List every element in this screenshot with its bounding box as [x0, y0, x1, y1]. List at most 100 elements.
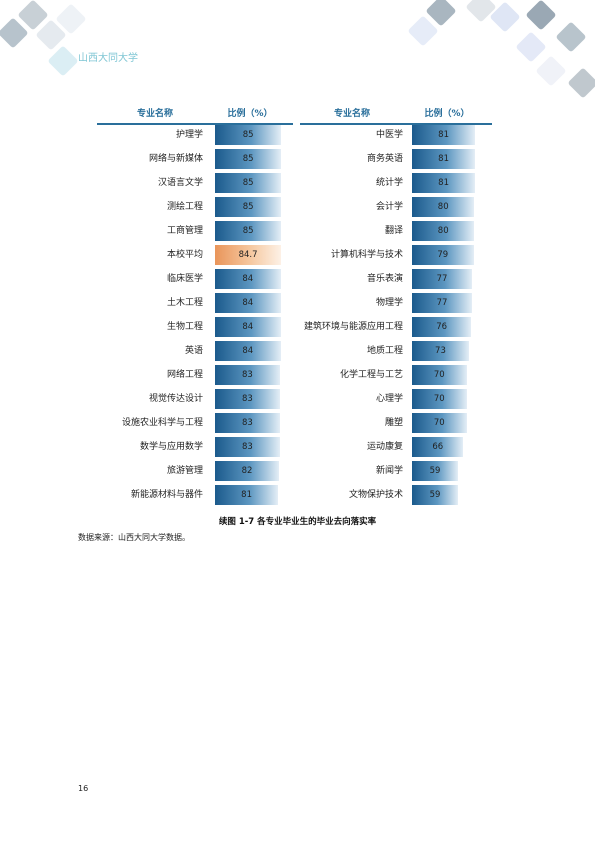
caption: 续图 1-7 各专业毕业生的毕业去向落实率 — [218, 517, 377, 527]
bar-label: 85 — [242, 202, 254, 212]
decor — [47, 45, 79, 77]
row-name-text: 心理学 — [375, 393, 403, 404]
bar-label: 84 — [242, 298, 254, 308]
row-name-text: 商务英语 — [366, 153, 403, 164]
row-name: 会计学 — [300, 197, 403, 217]
bar: 80 — [412, 197, 475, 217]
bar: 83 — [215, 365, 280, 385]
row-name-text: 本校平均 — [166, 249, 203, 260]
source: 数据来源：山西大同大学数据。 — [78, 533, 190, 542]
row-name: 中医学 — [300, 125, 403, 145]
bar: 77 — [412, 293, 473, 313]
row-name: 翻译 — [300, 221, 403, 241]
row-name: 建筑环境与能源应用工程 — [300, 317, 403, 337]
decor — [515, 31, 547, 63]
row-name: 网络与新媒体 — [100, 149, 203, 169]
bar: 85 — [215, 149, 282, 169]
row-name-text: 网络工程 — [166, 369, 203, 380]
row-name: 计算机科学与技术 — [300, 245, 403, 265]
decor — [555, 21, 587, 53]
col-header: 专业名称 — [333, 109, 370, 119]
row-name: 土木工程 — [100, 293, 203, 313]
bar: 83 — [215, 389, 280, 409]
row-name-text: 护理学 — [175, 129, 203, 140]
row-name: 地质工程 — [300, 341, 403, 361]
bar: 85 — [215, 221, 282, 241]
bar: 66 — [412, 437, 464, 457]
bar-label: 84 — [242, 322, 254, 332]
row-name-text: 运动康复 — [366, 441, 403, 452]
bar-label: 84 — [242, 346, 254, 356]
row-name: 网络工程 — [100, 365, 203, 385]
bar: 81 — [412, 149, 476, 169]
row-name-text: 建筑环境与能源应用工程 — [303, 321, 403, 332]
bar: 82 — [215, 461, 279, 481]
row-name: 本校平均 — [100, 245, 203, 265]
header-rule — [300, 123, 492, 125]
decor — [525, 0, 557, 31]
bar: 70 — [412, 365, 467, 385]
row-name: 物理学 — [300, 293, 403, 313]
bar-label: 85 — [242, 154, 254, 164]
bar-label: 66 — [432, 442, 444, 452]
row-name: 运动康复 — [300, 437, 403, 457]
bar: 84 — [215, 293, 281, 313]
bar-label: 81 — [241, 490, 252, 500]
bar: 85 — [215, 197, 282, 217]
bar-label: 80 — [437, 202, 449, 212]
bar-label: 85 — [242, 178, 254, 188]
row-name: 心理学 — [300, 389, 403, 409]
school-name: 山西大同大学 — [78, 53, 138, 64]
bar-label: 76 — [436, 322, 448, 332]
row-name-text: 雕塑 — [384, 417, 403, 428]
row-name-text: 旅游管理 — [166, 465, 203, 476]
row-name-text: 会计学 — [375, 201, 403, 212]
row-name-text: 土木工程 — [166, 297, 203, 308]
row-name-text: 物理学 — [375, 297, 403, 308]
bar: 59 — [412, 485, 459, 505]
row-name-text: 化学工程与工艺 — [339, 369, 403, 380]
bar: 70 — [412, 389, 467, 409]
bar-label: 85 — [242, 130, 254, 140]
row-name: 统计学 — [300, 173, 403, 193]
bar: 80 — [412, 221, 475, 241]
bar-label: 83 — [241, 370, 253, 380]
row-name-text: 计算机科学与技术 — [330, 249, 403, 260]
bar-label: 73 — [435, 346, 446, 356]
bar-label: 83 — [241, 442, 253, 452]
row-name-text: 数学与应用数学 — [139, 441, 203, 452]
bar-label: 59 — [429, 490, 441, 500]
bar: 81 — [412, 173, 476, 193]
bar-label: 77 — [436, 274, 448, 284]
bar: 84 — [215, 341, 281, 361]
row-name-text: 生物工程 — [166, 321, 203, 332]
bar-label: 77 — [436, 298, 448, 308]
row-name: 英语 — [100, 341, 203, 361]
col-header: 比例（%） — [424, 109, 470, 119]
bar: 79 — [412, 245, 474, 265]
row-name: 护理学 — [100, 125, 203, 145]
row-name-text: 临床医学 — [166, 273, 203, 284]
row-name-text: 统计学 — [375, 177, 403, 188]
row-name-text: 设施农业科学与工程 — [121, 417, 203, 428]
row-name-text: 翻译 — [384, 225, 403, 236]
bar-label: 79 — [437, 250, 449, 260]
bar: 83 — [215, 437, 280, 457]
bar-label: 70 — [433, 394, 445, 404]
row-name: 数学与应用数学 — [100, 437, 203, 457]
bar-label: 83 — [241, 418, 253, 428]
bar: 73 — [412, 341, 469, 361]
row-name-text: 中医学 — [375, 129, 403, 140]
bar: 59 — [412, 461, 459, 481]
row-name-text: 文物保护技术 — [348, 489, 403, 500]
bar-label: 81 — [438, 178, 449, 188]
bar-label: 80 — [437, 226, 449, 236]
row-name: 测绘工程 — [100, 197, 203, 217]
row-name: 新能源材料与器件 — [100, 485, 203, 505]
bar: 84.7 — [215, 245, 282, 265]
row-name: 商务英语 — [300, 149, 403, 169]
row-name-text: 新能源材料与器件 — [130, 489, 203, 500]
row-name: 化学工程与工艺 — [300, 365, 403, 385]
col-header: 专业名称 — [136, 109, 173, 119]
